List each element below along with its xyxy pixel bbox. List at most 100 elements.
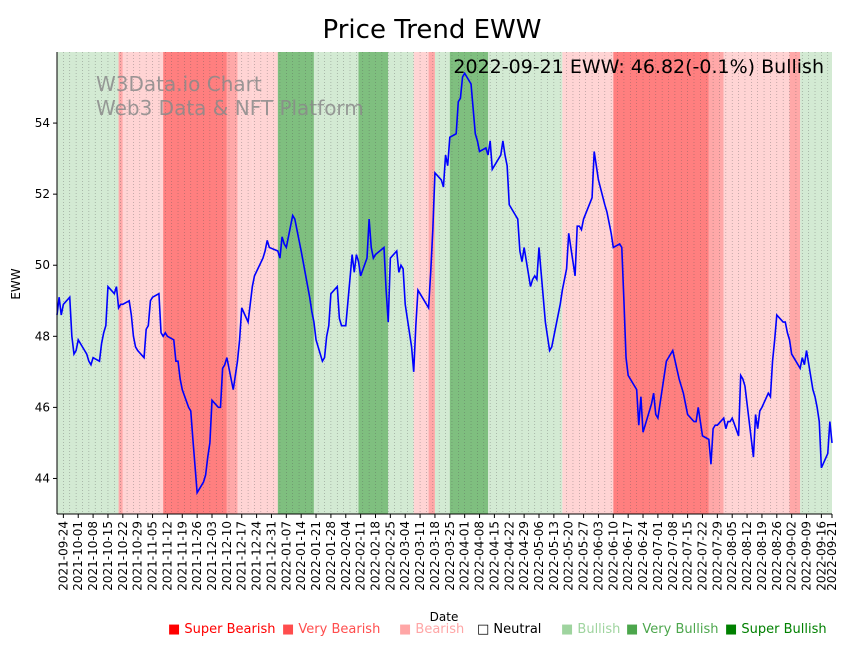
x-tick-label: 2022-07-01: [651, 521, 665, 591]
x-axis-label: Date: [430, 610, 459, 624]
signal-bands: [57, 52, 832, 514]
x-grid: [56, 52, 829, 514]
y-tick-label: 48: [35, 329, 50, 343]
x-tick-label: 2022-07-29: [710, 521, 724, 591]
x-tick-label: 2022-03-18: [428, 521, 442, 591]
x-tick-label: 2022-07-22: [695, 521, 709, 591]
x-tick-label: 2021-09-24: [56, 521, 70, 591]
x-tick-label: 2021-10-15: [101, 521, 115, 591]
signal-band-light-bearish: [237, 52, 253, 514]
x-tick-label: 2022-01-14: [294, 521, 308, 591]
x-tick-label: 2021-12-24: [250, 521, 264, 591]
x-tick-label: 2021-11-05: [146, 521, 160, 591]
x-tick-label: 2021-10-29: [131, 521, 145, 591]
y-tick-label: 46: [35, 400, 50, 414]
x-tick-label: 2022-04-29: [517, 521, 531, 591]
y-ticks: 44 46 48 50 52 54: [35, 116, 57, 485]
x-tick-label: 2022-02-11: [354, 521, 368, 591]
x-tick-label: 2022-04-22: [502, 521, 516, 591]
signal-band-bullish: [434, 52, 450, 514]
x-tick-label: 2022-02-18: [368, 521, 382, 591]
signal-band-bullish: [313, 52, 359, 514]
x-tick-label: 2022-08-12: [740, 521, 754, 591]
x-tick-label: 2022-01-28: [324, 521, 338, 591]
x-tick-label: 2021-10-22: [116, 521, 130, 591]
x-tick-label: 2022-02-04: [339, 521, 353, 591]
series-line-eww: [56, 71, 833, 496]
signal-band-bullish: [57, 52, 119, 514]
x-tick-label: 2022-05-13: [547, 521, 561, 591]
x-tick-label: 2022-09-21: [825, 521, 839, 591]
signal-band-bullish: [488, 52, 563, 514]
legend: ■ Super Bearish ■ Very Bearish ■ Bearish □ …: [168, 622, 827, 637]
x-tick-label: 2022-04-08: [473, 521, 487, 591]
signal-band-bearish: [428, 52, 435, 514]
x-tick-label: 2022-03-11: [413, 521, 427, 591]
x-tick-label: 2022-09-09: [800, 521, 814, 591]
legend-item: ■ Bullish: [561, 622, 620, 637]
x-tick-label: 2022-09-02: [785, 521, 799, 591]
x-tick-label: 2022-06-03: [591, 521, 605, 591]
watermark-line: W3Data.io Chart: [96, 72, 262, 96]
signal-band-light-bearish: [723, 52, 790, 514]
signal-band-light-bearish: [562, 52, 614, 514]
x-tick-label: 2022-01-07: [279, 521, 293, 591]
x-tick-label: 2022-08-05: [725, 521, 739, 591]
x-tick-label: 2021-11-26: [190, 521, 204, 591]
x-tick-label: 2022-02-25: [383, 521, 397, 591]
signal-band-light-bearish: [413, 52, 429, 514]
y-axis-label: EWW: [9, 268, 23, 299]
legend-item: ■ Bearish: [399, 622, 464, 637]
signal-band-light-bearish: [252, 52, 278, 514]
x-tick-label: 2022-05-06: [532, 521, 546, 591]
y-tick-label: 50: [35, 258, 50, 272]
x-tick-label: 2022-06-24: [636, 521, 650, 591]
legend-item: □ Neutral: [477, 622, 541, 637]
signal-band-light-bearish: [122, 52, 164, 514]
x-tick-label: 2022-07-15: [681, 521, 695, 591]
x-tick-label: 2021-11-12: [160, 521, 174, 591]
x-tick-label: 2022-05-27: [577, 521, 591, 591]
y-tick-label: 44: [35, 471, 50, 485]
signal-band-bearish: [789, 52, 801, 514]
y-tick-label: 54: [35, 116, 50, 130]
chart-title: Price Trend EWW: [323, 15, 542, 45]
latest-value-annotation: 2022-09-21 EWW: 46.82(-0.1%) Bullish: [453, 56, 824, 78]
x-tick-label: 2022-03-04: [398, 521, 412, 591]
signal-band-very-bullish: [358, 52, 389, 514]
legend-item: ■ Very Bearish: [282, 622, 380, 637]
x-tick-label: 2021-12-10: [220, 521, 234, 591]
x-tick-label: 2022-08-26: [770, 521, 784, 591]
legend-item: ■ Super Bullish: [725, 622, 827, 637]
signal-band-very-bullish: [449, 52, 489, 514]
x-tick-label: 2022-09-16: [814, 521, 828, 591]
signal-band-super-bearish: [163, 52, 227, 514]
signal-band-bearish: [708, 52, 724, 514]
x-tick-label: 2022-04-01: [458, 521, 472, 591]
x-tick-label: 2021-12-31: [264, 521, 278, 591]
legend-item: ■ Super Bearish: [168, 622, 276, 637]
y-tick-label: 52: [35, 187, 50, 201]
x-tick-label: 2021-10-08: [86, 521, 100, 591]
x-ticks: 2021-09-24 2021-10-01 2021-10-08 2021-10-15…: [56, 514, 839, 591]
x-tick-label: 2022-01-21: [309, 521, 323, 591]
x-tick-label: 2022-06-10: [606, 521, 620, 591]
x-tick-label: 2021-11-19: [175, 521, 189, 591]
signal-band-bearish: [226, 52, 238, 514]
x-tick-label: 2022-08-19: [755, 521, 769, 591]
x-tick-label: 2022-05-20: [562, 521, 576, 591]
x-tick-label: 2021-12-03: [205, 521, 219, 591]
x-tick-label: 2021-12-17: [235, 521, 249, 591]
signal-band-super-bearish: [613, 52, 709, 514]
x-tick-label: 2021-10-01: [71, 521, 85, 591]
x-tick-label: 2022-06-17: [621, 521, 635, 591]
signal-band-very-bullish: [277, 52, 314, 514]
signal-band-bullish: [800, 52, 832, 514]
legend-item: ■ Very Bullish: [626, 622, 718, 637]
x-tick-label: 2022-03-25: [443, 521, 457, 591]
watermark-line: Web3 Data & NFT Platform: [96, 96, 364, 120]
x-tick-label: 2022-04-15: [487, 521, 501, 591]
x-tick-label: 2022-07-08: [666, 521, 680, 591]
